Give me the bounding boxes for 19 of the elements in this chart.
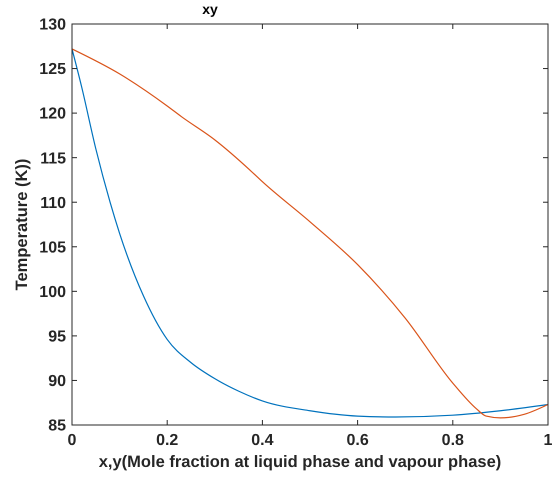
y-tick-label: 85: [48, 418, 66, 435]
y-tick-label: 95: [48, 328, 66, 346]
y-tick-label: 100: [39, 284, 66, 301]
y-tick-label: 130: [39, 16, 66, 34]
y-tick-label: 120: [39, 106, 66, 123]
x-tick-label: 0: [68, 432, 77, 449]
x-tick-label: 0.2: [156, 432, 178, 449]
x-tick-label: 0.8: [442, 432, 464, 449]
y-tick-label: 110: [40, 194, 66, 212]
chart-title: xy: [202, 1, 218, 17]
y-axis-title: Temperature (K)): [13, 158, 31, 290]
y-tick-label: 105: [39, 239, 66, 256]
y-tick-label: 125: [39, 61, 66, 78]
y-tick-label: 115: [40, 150, 66, 168]
x-tick-label: 1: [544, 432, 552, 449]
y-tick-label: 90: [48, 373, 66, 390]
x-tick-label: 0.6: [346, 432, 369, 449]
x-tick-label: 0.4: [251, 432, 274, 449]
x-axis-title: x,y(Mole fraction at liquid phase and vapour phase): [98, 453, 502, 471]
